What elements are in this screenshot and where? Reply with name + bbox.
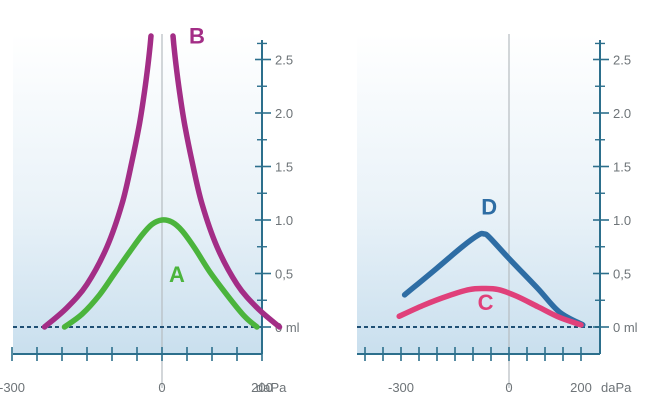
curve-a-line bbox=[61, 217, 260, 330]
x-unit-label: daPa bbox=[601, 380, 632, 395]
x-tick-label: 0 bbox=[158, 380, 165, 395]
y-tick-label: 1.5 bbox=[613, 160, 631, 175]
curve-b-line bbox=[41, 33, 154, 330]
right-panel: -300 0 200 daPa 0 ml0,51.01.52.02.5 DC bbox=[357, 34, 638, 395]
x-tick-label: 200 bbox=[251, 380, 273, 395]
y-tick-label: 0,5 bbox=[613, 267, 631, 282]
y-tick-label: 2.0 bbox=[613, 106, 631, 121]
y-tick-label: 0,5 bbox=[275, 267, 293, 282]
y-tick-label: 2.5 bbox=[613, 53, 631, 68]
right-plot-background bbox=[357, 34, 600, 354]
left-y-ticks: 0 ml 0,5 1.0 1.5 2.0 2.5 bbox=[255, 42, 300, 335]
y-tick-label: 1.5 bbox=[275, 160, 293, 175]
curve-label-b: B bbox=[189, 23, 205, 48]
y-tick-label: 2.5 bbox=[275, 53, 293, 68]
y-tick-label: 1.0 bbox=[613, 213, 631, 228]
right-x-ticks: -300 0 200 daPa bbox=[364, 347, 632, 395]
left-curves bbox=[41, 33, 283, 330]
curve-d-line bbox=[401, 230, 586, 328]
curve-b-line bbox=[170, 33, 283, 330]
y-tick-label: 0 ml bbox=[613, 320, 638, 335]
x-tick-label: -300 bbox=[0, 380, 25, 395]
curve-label-c: C bbox=[478, 290, 494, 315]
x-tick-label: 200 bbox=[570, 380, 592, 395]
left-curve-labels: BA bbox=[169, 23, 205, 287]
x-tick-label: -300 bbox=[388, 380, 414, 395]
right-curves bbox=[396, 230, 586, 328]
curve-c-line bbox=[396, 285, 584, 328]
y-tick-label: 2.0 bbox=[275, 106, 293, 121]
y-tick-label: 1.0 bbox=[275, 213, 293, 228]
curve-label-a: A bbox=[169, 262, 185, 287]
left-plot-background bbox=[13, 34, 262, 354]
x-tick-label: 0 bbox=[505, 380, 512, 395]
right-curve-labels: DC bbox=[478, 195, 497, 315]
curve-label-d: D bbox=[481, 195, 497, 220]
y-tick-label: 0 ml bbox=[275, 320, 300, 335]
x-unit-label: daPa bbox=[256, 380, 287, 395]
right-y-ticks: 0 ml 0,5 1.0 1.5 2.0 2.5 bbox=[593, 42, 638, 335]
